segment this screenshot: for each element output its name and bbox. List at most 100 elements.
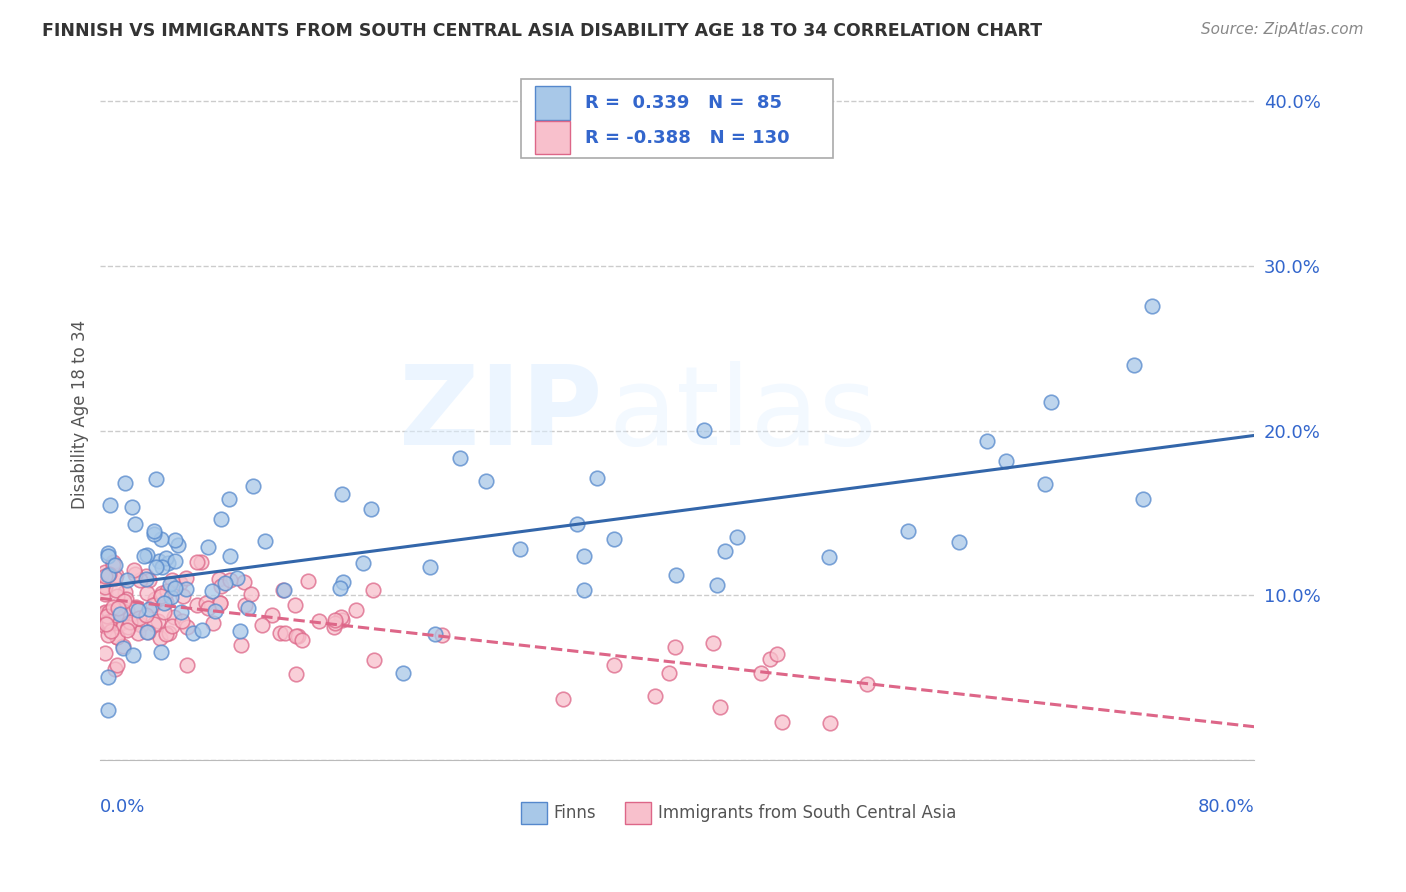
- Text: Finns: Finns: [554, 804, 596, 822]
- Point: [136, 586, 159, 600]
- Point: [148, 553, 170, 567]
- Point: [586, 471, 609, 485]
- Point: [98, 566, 121, 581]
- Point: [976, 434, 998, 449]
- Point: [186, 598, 208, 612]
- Point: [170, 614, 193, 628]
- Point: [98, 605, 121, 619]
- Point: [97, 617, 120, 632]
- Point: [308, 615, 330, 629]
- Point: [208, 596, 231, 610]
- Point: [160, 573, 183, 587]
- Point: [155, 626, 177, 640]
- Point: [105, 568, 128, 582]
- Text: atlas: atlas: [607, 360, 876, 467]
- Point: [565, 517, 588, 532]
- Point: [146, 614, 169, 628]
- Point: [363, 652, 385, 666]
- Point: [135, 607, 157, 622]
- FancyBboxPatch shape: [536, 121, 569, 154]
- Point: [138, 574, 160, 588]
- Point: [97, 628, 120, 642]
- Point: [172, 590, 194, 604]
- Point: [430, 628, 453, 642]
- Point: [1123, 359, 1146, 373]
- Point: [97, 703, 120, 717]
- Point: [135, 569, 157, 583]
- Point: [93, 580, 115, 594]
- Point: [93, 619, 115, 633]
- Point: [98, 498, 121, 512]
- Point: [714, 544, 737, 558]
- Point: [96, 609, 118, 624]
- Point: [96, 615, 118, 629]
- Point: [297, 574, 319, 589]
- Point: [664, 640, 686, 654]
- Point: [143, 524, 166, 538]
- Point: [658, 666, 681, 681]
- Point: [360, 502, 382, 516]
- Point: [117, 620, 139, 634]
- Point: [392, 666, 415, 681]
- Point: [93, 587, 115, 601]
- Point: [1140, 299, 1163, 313]
- Point: [285, 629, 308, 643]
- Point: [100, 624, 122, 639]
- Point: [136, 625, 159, 640]
- Point: [209, 579, 232, 593]
- Point: [115, 623, 138, 637]
- Point: [361, 583, 384, 598]
- Point: [97, 568, 120, 582]
- Point: [218, 491, 240, 506]
- Point: [93, 646, 115, 660]
- Point: [323, 615, 346, 630]
- Text: 80.0%: 80.0%: [1198, 797, 1254, 815]
- Point: [142, 616, 165, 631]
- Point: [153, 606, 176, 620]
- Point: [509, 541, 531, 556]
- FancyBboxPatch shape: [522, 78, 832, 159]
- Point: [103, 558, 125, 572]
- Point: [325, 613, 347, 627]
- Point: [150, 532, 173, 546]
- Point: [153, 596, 176, 610]
- Point: [105, 630, 128, 644]
- Point: [94, 616, 117, 631]
- Point: [155, 595, 177, 609]
- FancyBboxPatch shape: [626, 802, 651, 824]
- Point: [219, 549, 242, 564]
- Point: [150, 560, 173, 574]
- Point: [818, 550, 841, 565]
- Point: [665, 568, 688, 582]
- Point: [186, 555, 208, 569]
- Point: [253, 534, 276, 549]
- Point: [124, 516, 146, 531]
- Point: [273, 626, 295, 640]
- Point: [115, 573, 138, 587]
- Point: [208, 573, 231, 587]
- Point: [105, 658, 128, 673]
- Point: [128, 610, 150, 624]
- Point: [603, 533, 626, 547]
- Point: [225, 571, 247, 585]
- Point: [749, 666, 772, 681]
- Point: [572, 582, 595, 597]
- Point: [209, 512, 232, 526]
- Point: [107, 630, 129, 644]
- Point: [115, 592, 138, 607]
- Point: [97, 549, 120, 563]
- Point: [104, 608, 127, 623]
- Point: [190, 555, 212, 569]
- Point: [149, 589, 172, 603]
- Point: [93, 605, 115, 619]
- Point: [897, 524, 920, 539]
- Point: [136, 549, 159, 563]
- Point: [110, 607, 132, 621]
- Point: [201, 583, 224, 598]
- Point: [97, 670, 120, 684]
- Point: [229, 624, 252, 638]
- Point: [159, 577, 181, 591]
- Point: [770, 714, 793, 729]
- Point: [328, 581, 350, 595]
- Point: [702, 636, 724, 650]
